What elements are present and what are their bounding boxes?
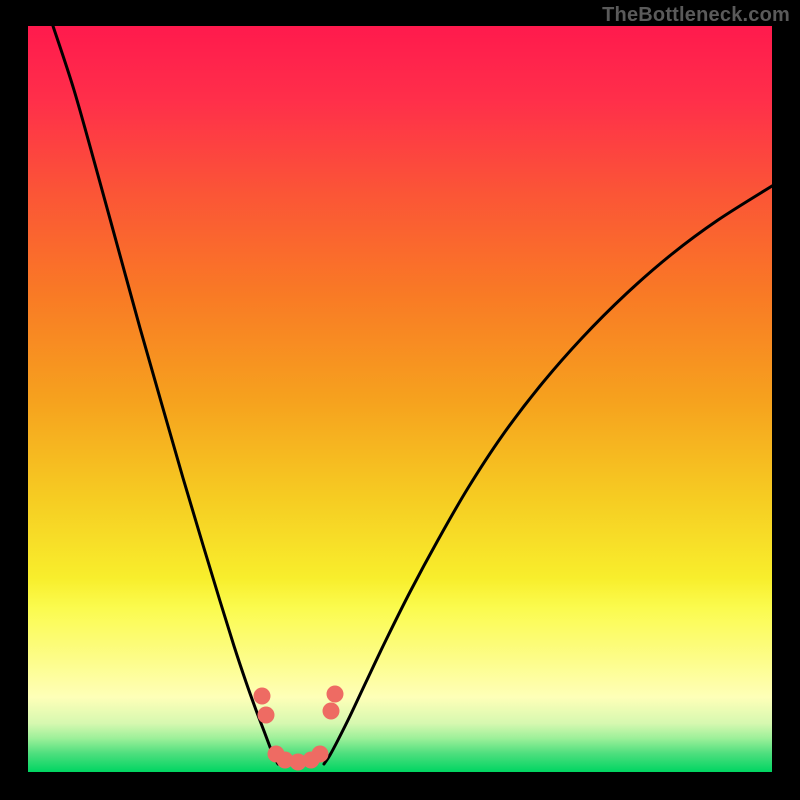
plot-area xyxy=(28,26,772,772)
optimum-marker xyxy=(312,746,329,763)
optimum-marker xyxy=(258,707,275,724)
chart-svg xyxy=(0,0,800,800)
optimum-marker xyxy=(254,688,271,705)
watermark-text: TheBottleneck.com xyxy=(602,4,790,27)
optimum-marker xyxy=(323,703,340,720)
stage: TheBottleneck.com xyxy=(0,0,800,800)
optimum-marker xyxy=(327,686,344,703)
